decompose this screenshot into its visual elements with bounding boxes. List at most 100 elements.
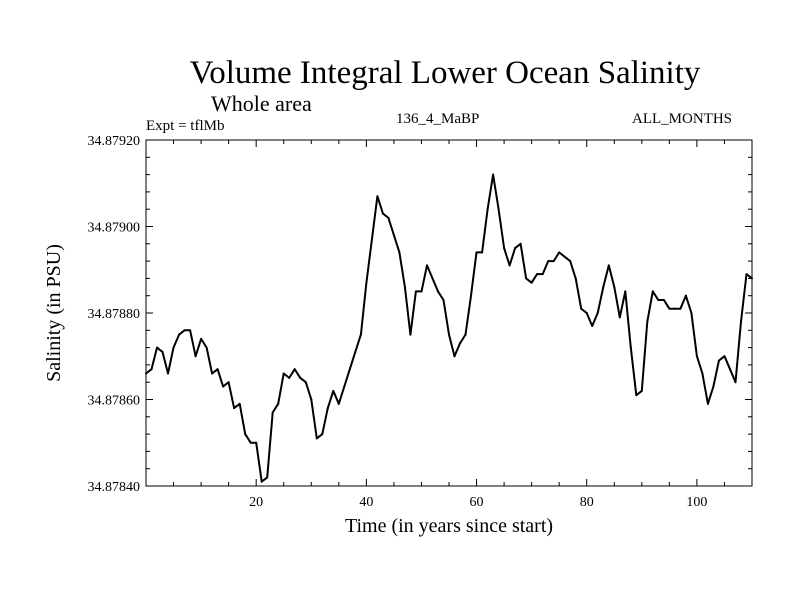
data-point xyxy=(293,368,296,371)
plot-frame xyxy=(145,139,753,487)
data-point xyxy=(734,381,737,384)
data-point xyxy=(464,333,467,336)
run-id-label: 136_4_MaBP xyxy=(396,111,480,127)
data-point xyxy=(618,316,621,319)
data-point xyxy=(211,372,214,375)
data-point xyxy=(635,394,638,397)
data-point xyxy=(304,381,307,384)
data-point xyxy=(376,195,379,198)
data-point xyxy=(695,355,698,358)
data-point xyxy=(640,389,643,392)
y-axis: 34.87840 34.87860 34.87880 34.87900 34.87920 xyxy=(88,134,752,495)
data-point xyxy=(172,346,175,349)
data-point xyxy=(271,411,274,414)
series-group xyxy=(145,173,753,483)
data-point xyxy=(161,350,164,353)
data-point xyxy=(552,260,555,263)
data-point xyxy=(739,320,742,323)
data-point xyxy=(354,350,357,353)
data-point xyxy=(602,286,605,289)
data-point xyxy=(431,277,434,280)
data-point xyxy=(222,385,225,388)
data-point xyxy=(310,398,313,401)
data-point xyxy=(470,294,473,297)
data-point xyxy=(519,242,522,245)
data-point xyxy=(348,368,351,371)
data-point xyxy=(558,251,561,254)
data-point xyxy=(503,247,506,250)
data-point xyxy=(178,333,181,336)
x-tick-label: 20 xyxy=(249,495,263,510)
data-point xyxy=(497,208,500,211)
data-point xyxy=(624,290,627,293)
data-point xyxy=(706,402,709,405)
data-point xyxy=(745,273,748,276)
data-point xyxy=(751,277,753,280)
data-point xyxy=(337,402,340,405)
data-point xyxy=(200,337,203,340)
data-point xyxy=(425,264,428,267)
data-point xyxy=(723,355,726,358)
data-point xyxy=(673,307,676,310)
data-point xyxy=(398,251,401,254)
period-label: ALL_MONTHS xyxy=(632,111,732,127)
data-point xyxy=(282,372,285,375)
chart-subtitle: Whole area xyxy=(211,91,312,116)
data-point xyxy=(255,441,258,444)
data-point xyxy=(646,320,649,323)
data-point xyxy=(167,372,170,375)
data-point xyxy=(442,299,445,302)
x-axis-label: Time (in years since start) xyxy=(345,515,553,537)
data-point xyxy=(183,329,186,332)
data-point xyxy=(315,437,318,440)
data-point xyxy=(381,212,384,215)
data-point xyxy=(403,286,406,289)
data-point xyxy=(459,342,462,345)
data-point xyxy=(657,299,660,302)
data-point xyxy=(508,264,511,267)
data-point xyxy=(613,286,616,289)
data-point xyxy=(596,312,599,314)
data-point xyxy=(607,264,610,267)
data-point xyxy=(530,281,533,284)
data-point xyxy=(448,333,450,336)
data-point xyxy=(288,376,291,379)
data-point xyxy=(701,372,704,375)
x-axis: 20 40 60 80 100 xyxy=(173,140,725,510)
data-point xyxy=(514,247,517,250)
data-point xyxy=(591,324,594,327)
y-tick-label: 34.87880 xyxy=(88,307,141,322)
series-line xyxy=(145,173,753,483)
data-point xyxy=(277,402,280,405)
x-tick-label: 80 xyxy=(580,495,594,510)
data-point xyxy=(536,273,539,276)
data-point xyxy=(370,238,373,241)
data-point xyxy=(299,376,302,379)
data-point xyxy=(326,407,329,410)
data-point xyxy=(475,251,478,254)
data-point xyxy=(216,368,219,371)
data-point xyxy=(332,389,335,392)
data-point xyxy=(453,355,456,358)
data-point xyxy=(266,476,269,479)
data-point xyxy=(343,385,346,388)
data-point xyxy=(233,407,236,410)
chart-title: Volume Integral Lower Ocean Salinity xyxy=(189,55,701,91)
data-point xyxy=(365,281,368,284)
data-point xyxy=(244,433,247,436)
data-point xyxy=(547,260,550,263)
data-point xyxy=(260,480,263,483)
data-point xyxy=(321,433,324,436)
data-point xyxy=(684,294,687,297)
y-tick-label: 34.87860 xyxy=(88,394,141,409)
y-tick-label: 34.87900 xyxy=(88,221,141,236)
data-point xyxy=(712,385,715,388)
data-point xyxy=(541,273,544,276)
data-point xyxy=(414,290,417,293)
data-point xyxy=(690,312,693,314)
data-point xyxy=(150,368,153,371)
x-tick-label: 40 xyxy=(359,495,373,510)
data-point xyxy=(569,260,572,263)
data-point xyxy=(145,372,147,375)
